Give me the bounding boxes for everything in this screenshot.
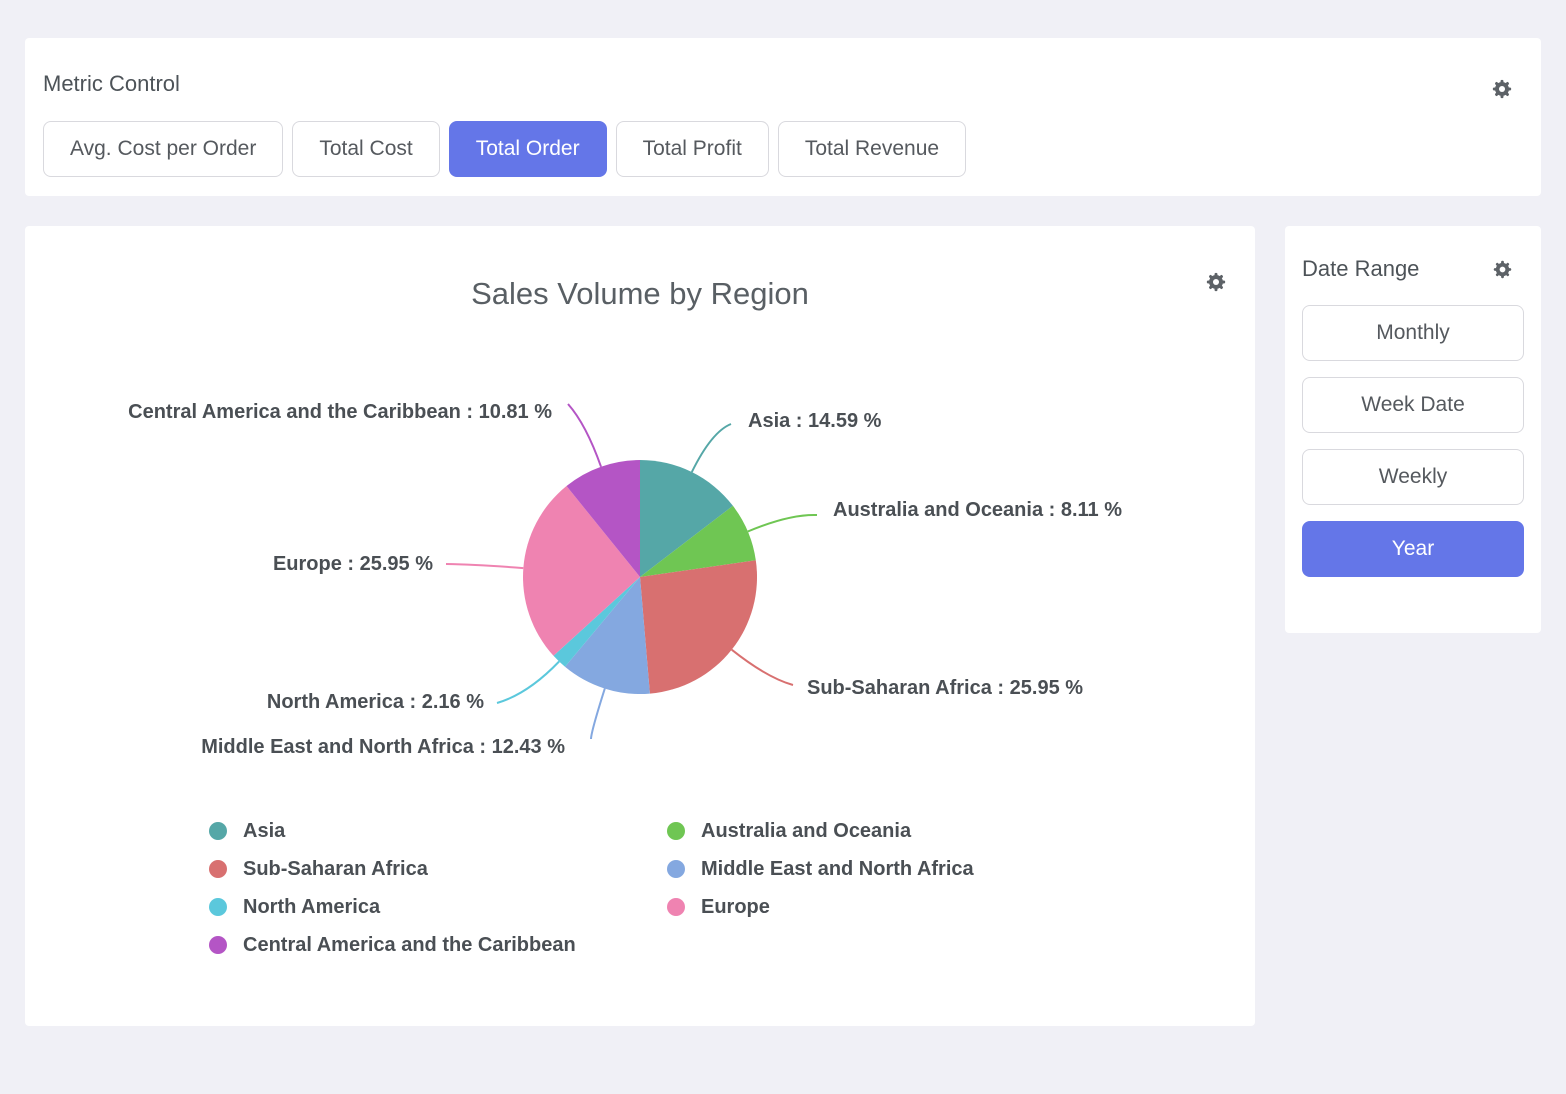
legend-dot-icon (209, 898, 227, 916)
legend-item-sub-saharan-africa[interactable]: Sub-Saharan Africa (209, 857, 667, 881)
chart-legend: Asia Australia and Oceania Sub-Saharan Afr… (209, 819, 974, 957)
pie-label-europe: Europe : 25.95 % (273, 553, 433, 575)
metric-control-title: Metric Control (43, 70, 1523, 97)
label-line-middle-east-and-north-africa (591, 689, 605, 739)
label-line-north-america (497, 662, 559, 704)
label-line-europe (446, 564, 523, 568)
pie-label-middle-east-and-north-africa: Middle East and North Africa : 12.43 % (201, 736, 565, 758)
gear-icon[interactable] (1491, 78, 1513, 100)
legend-dot-icon (667, 822, 685, 840)
date-range-panel: Date Range Monthly Week Date Weekly Year (1285, 226, 1541, 633)
metric-control-panel: Metric Control Avg. Cost per OrderTotal … (25, 38, 1541, 196)
label-line-central-america-and-the-caribbean (568, 404, 601, 467)
pie-label-australia-and-oceania: Australia and Oceania : 8.11 % (833, 499, 1122, 521)
legend-label: Europe (701, 896, 770, 919)
date-button-monthly[interactable]: Monthly (1302, 305, 1524, 361)
metric-button-total-cost[interactable]: Total Cost (292, 121, 439, 177)
label-line-asia (692, 424, 731, 472)
legend-item-australia-and-oceania[interactable]: Australia and Oceania (667, 819, 974, 843)
legend-dot-icon (209, 822, 227, 840)
legend-item-middle-east-and-north-africa[interactable]: Middle East and North Africa (667, 857, 974, 881)
pie-slice-sub-saharan-africa[interactable] (640, 560, 757, 693)
date-button-week-date[interactable]: Week Date (1302, 377, 1524, 433)
legend-label: Central America and the Caribbean (243, 934, 576, 957)
legend-dot-icon (209, 860, 227, 878)
metric-button-total-profit[interactable]: Total Profit (616, 121, 769, 177)
pie-label-asia: Asia : 14.59 % (748, 410, 882, 432)
label-line-sub-saharan-africa (732, 650, 793, 685)
sales-volume-chart-panel: Sales Volume by Region Asia : 14.59 %Aus… (25, 226, 1255, 1026)
legend-dot-icon (209, 936, 227, 954)
legend-label: Middle East and North Africa (701, 858, 974, 881)
legend-item-north-america[interactable]: North America (209, 895, 667, 919)
pie-label-central-america-and-the-caribbean: Central America and the Caribbean : 10.8… (128, 401, 552, 423)
legend-item-central-america-and-the-caribbean[interactable]: Central America and the Caribbean (209, 933, 667, 957)
legend-item-europe[interactable]: Europe (667, 895, 974, 919)
label-line-australia-and-oceania (748, 515, 817, 532)
legend-item-asia[interactable]: Asia (209, 819, 667, 843)
gear-icon[interactable] (1492, 259, 1513, 280)
metric-button-total-order[interactable]: Total Order (449, 121, 607, 177)
legend-label: Sub-Saharan Africa (243, 858, 428, 881)
metric-button-avg-cost-per-order[interactable]: Avg. Cost per Order (43, 121, 283, 177)
metric-button-total-revenue[interactable]: Total Revenue (778, 121, 966, 177)
legend-label: North America (243, 896, 380, 919)
metric-buttons: Avg. Cost per OrderTotal CostTotal Order… (43, 121, 1523, 177)
pie-label-sub-saharan-africa: Sub-Saharan Africa : 25.95 % (807, 677, 1083, 699)
pie-label-north-america: North America : 2.16 % (267, 691, 484, 713)
date-range-buttons: Monthly Week Date Weekly Year (1302, 305, 1524, 577)
legend-dot-icon (667, 898, 685, 916)
date-button-weekly[interactable]: Weekly (1302, 449, 1524, 505)
legend-dot-icon (667, 860, 685, 878)
date-range-title: Date Range (1302, 256, 1524, 282)
date-button-year[interactable]: Year (1302, 521, 1524, 577)
legend-label: Asia (243, 820, 285, 843)
legend-label: Australia and Oceania (701, 820, 911, 843)
